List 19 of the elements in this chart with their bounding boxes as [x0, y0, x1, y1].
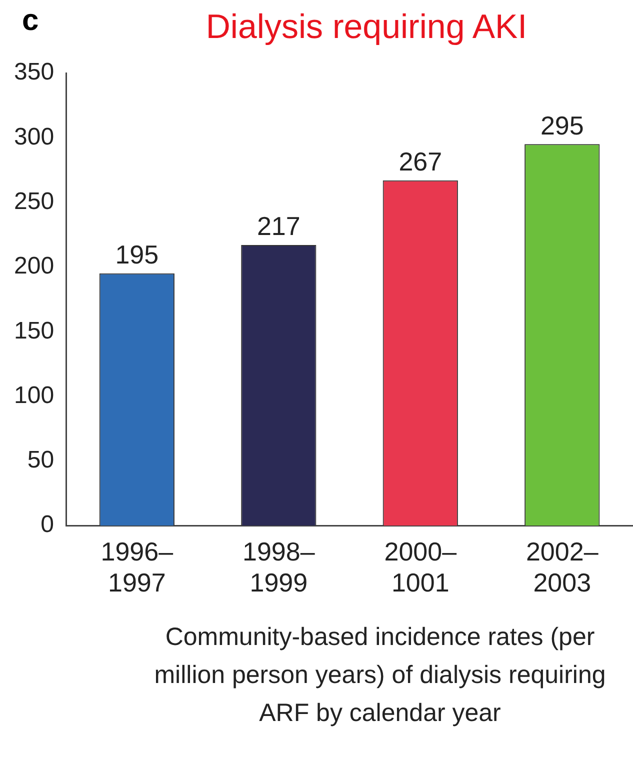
y-tick-label: 250 — [14, 188, 54, 215]
data-label: 295 — [540, 110, 584, 140]
y-tick-label: 350 — [14, 58, 54, 86]
text: c — [22, 4, 39, 38]
data-label: 195 — [115, 240, 159, 270]
y-tick-label: 50 — [27, 446, 54, 474]
chart-title: Dialysis requiring AKI — [204, 8, 528, 47]
x-tick-label: 2002–2003 — [526, 536, 599, 598]
y-tick-label: 200 — [14, 252, 54, 280]
x-tick-label: 1998–1999 — [242, 536, 316, 598]
y-tick-label: 100 — [14, 382, 54, 409]
x-tick-label: 1996–1997 — [100, 536, 174, 598]
x-axis-title: Community-based incidence rates (per million person years) of dialysis requiring ARF by calendar year — [153, 622, 607, 729]
y-tick-label: 0 — [40, 511, 54, 538]
data-label: 217 — [256, 211, 300, 242]
y-tick-label: 150 — [14, 317, 54, 344]
x-tick-label: 2000–1001 — [384, 536, 458, 598]
data-label: 267 — [398, 146, 442, 177]
y-tick-label: 300 — [14, 123, 54, 150]
